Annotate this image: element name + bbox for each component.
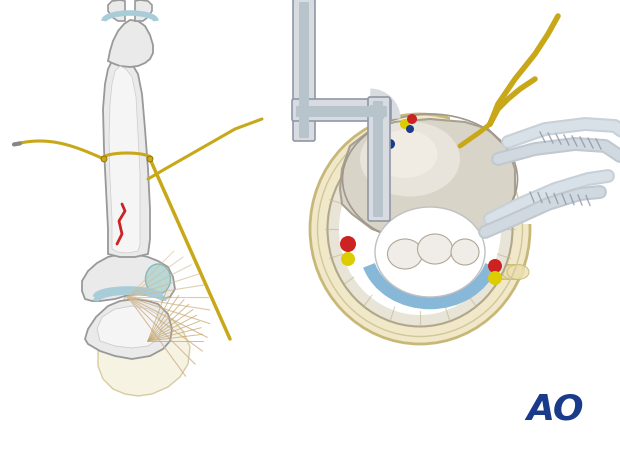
- Polygon shape: [108, 0, 125, 21]
- Ellipse shape: [507, 264, 529, 280]
- Ellipse shape: [497, 264, 519, 280]
- FancyBboxPatch shape: [368, 97, 390, 221]
- Circle shape: [370, 164, 380, 174]
- Ellipse shape: [487, 264, 509, 280]
- Ellipse shape: [339, 143, 501, 315]
- Ellipse shape: [417, 234, 453, 264]
- Polygon shape: [340, 119, 515, 239]
- Polygon shape: [97, 306, 162, 348]
- Ellipse shape: [327, 131, 513, 326]
- Text: AO: AO: [526, 392, 584, 426]
- Ellipse shape: [360, 122, 460, 196]
- Polygon shape: [108, 20, 153, 67]
- FancyBboxPatch shape: [293, 0, 315, 141]
- Polygon shape: [85, 299, 172, 359]
- Circle shape: [488, 271, 502, 285]
- Circle shape: [147, 156, 153, 162]
- FancyBboxPatch shape: [296, 106, 387, 117]
- Circle shape: [407, 114, 417, 124]
- Circle shape: [400, 119, 410, 129]
- Ellipse shape: [375, 207, 485, 297]
- Circle shape: [385, 139, 395, 149]
- Polygon shape: [82, 254, 175, 301]
- Circle shape: [341, 252, 355, 266]
- Polygon shape: [98, 297, 190, 396]
- FancyBboxPatch shape: [373, 101, 383, 217]
- Circle shape: [340, 236, 356, 252]
- Ellipse shape: [492, 264, 514, 280]
- Polygon shape: [109, 66, 140, 253]
- Polygon shape: [135, 0, 152, 21]
- Polygon shape: [103, 57, 150, 257]
- Circle shape: [488, 259, 502, 273]
- Ellipse shape: [502, 264, 524, 280]
- Ellipse shape: [388, 239, 422, 269]
- Ellipse shape: [146, 264, 170, 294]
- Ellipse shape: [373, 130, 438, 178]
- Ellipse shape: [310, 114, 530, 344]
- FancyBboxPatch shape: [292, 99, 391, 121]
- Circle shape: [101, 156, 107, 162]
- Ellipse shape: [451, 239, 479, 265]
- FancyBboxPatch shape: [299, 2, 309, 138]
- Polygon shape: [450, 99, 545, 224]
- Circle shape: [406, 125, 414, 133]
